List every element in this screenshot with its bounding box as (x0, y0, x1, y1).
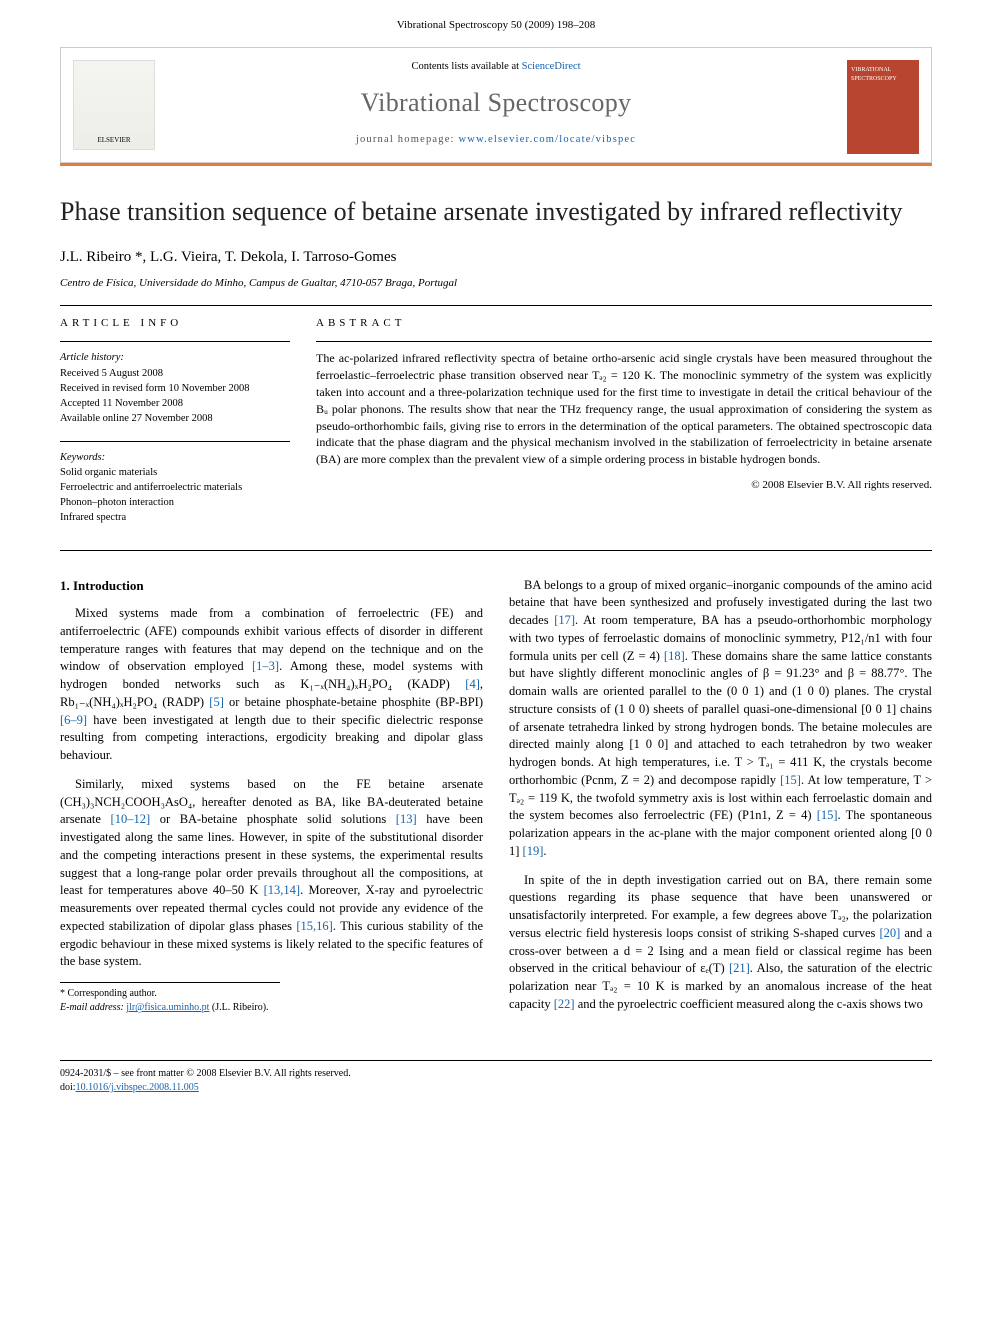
doi-label: doi: (60, 1082, 76, 1093)
journal-cover-text: VIBRATIONAL SPECTROSCOPY (851, 67, 897, 81)
article-history-block: Article history: Received 5 August 2008 … (60, 350, 290, 426)
article-title: Phase transition sequence of betaine ars… (60, 196, 932, 229)
corr-email-line: E-mail address: jlr@fisica.uminho.pt (J.… (60, 1001, 280, 1015)
article-info-column: ARTICLE INFO Article history: Received 5… (60, 316, 290, 540)
paragraph: Mixed systems made from a combination of… (60, 605, 483, 765)
keyword: Phonon–photon interaction (60, 495, 290, 510)
info-abstract-row: ARTICLE INFO Article history: Received 5… (60, 316, 932, 540)
keywords-block: Keywords: Solid organic materials Ferroe… (60, 450, 290, 526)
corr-author-line: * Corresponding author. (60, 987, 280, 1001)
corresponding-footnote: * Corresponding author. E-mail address: … (60, 982, 280, 1015)
elsevier-logo-text: ELSEVIER (97, 136, 130, 146)
journal-name: Vibrational Spectroscopy (181, 85, 811, 121)
history-line: Available online 27 November 2008 (60, 411, 290, 426)
keyword: Ferroelectric and antiferroelectric mate… (60, 480, 290, 495)
keywords-label: Keywords: (60, 450, 290, 465)
abstract-copyright: © 2008 Elsevier B.V. All rights reserved… (316, 478, 932, 493)
doi-line: doi:10.1016/j.vibspec.2008.11.005 (60, 1081, 351, 1095)
homepage-link[interactable]: www.elsevier.com/locate/vibspec (459, 134, 637, 145)
doi-link[interactable]: 10.1016/j.vibspec.2008.11.005 (76, 1082, 199, 1093)
abstract-head: ABSTRACT (316, 316, 932, 331)
history-line: Received in revised form 10 November 200… (60, 381, 290, 396)
homepage-prefix: journal homepage: (356, 134, 459, 145)
affiliation: Centro de Física, Universidade do Minho,… (60, 276, 932, 291)
elsevier-logo: ELSEVIER (73, 60, 155, 150)
history-label: Article history: (60, 350, 290, 365)
article-body: Phase transition sequence of betaine ars… (0, 166, 992, 1042)
email-label: E-mail address: (60, 1002, 126, 1013)
paragraph: BA belongs to a group of mixed organic–i… (509, 577, 932, 861)
contents-available-line: Contents lists available at ScienceDirec… (181, 60, 811, 75)
history-line: Received 5 August 2008 (60, 366, 290, 381)
journal-cover-thumb: VIBRATIONAL SPECTROSCOPY (847, 60, 919, 154)
rule-below-info (60, 550, 932, 551)
sciencedirect-link[interactable]: ScienceDirect (522, 61, 581, 72)
running-head: Vibrational Spectroscopy 50 (2009) 198–2… (0, 0, 992, 41)
article-info-head: ARTICLE INFO (60, 316, 290, 331)
section-1-head: 1. Introduction (60, 577, 483, 595)
contents-prefix: Contents lists available at (411, 61, 521, 72)
page-footer: 0924-2031/$ – see front matter © 2008 El… (60, 1060, 932, 1095)
homepage-line: journal homepage: www.elsevier.com/locat… (181, 133, 811, 148)
keyword: Solid organic materials (60, 465, 290, 480)
authors: J.L. Ribeiro *, L.G. Vieira, T. Dekola, … (60, 247, 932, 268)
abstract-rule (316, 341, 932, 342)
abstract-text: The ac-polarized infrared reflectivity s… (316, 350, 932, 468)
front-matter-line: 0924-2031/$ – see front matter © 2008 El… (60, 1067, 351, 1081)
paragraph: In spite of the in depth investigation c… (509, 872, 932, 1014)
footer-left: 0924-2031/$ – see front matter © 2008 El… (60, 1067, 351, 1095)
keyword: Infrared spectra (60, 510, 290, 525)
paragraph: Similarly, mixed systems based on the FE… (60, 776, 483, 971)
contents-box: ELSEVIER VIBRATIONAL SPECTROSCOPY Conten… (60, 47, 932, 163)
rule-above-info (60, 305, 932, 306)
corr-email-link[interactable]: jlr@fisica.uminho.pt (126, 1002, 209, 1013)
abstract-column: ABSTRACT The ac-polarized infrared refle… (316, 316, 932, 540)
info-rule-2 (60, 441, 290, 442)
body-columns: 1. Introduction Mixed systems made from … (60, 577, 932, 1022)
email-suffix: (J.L. Ribeiro). (209, 1002, 268, 1013)
info-rule (60, 341, 290, 342)
history-line: Accepted 11 November 2008 (60, 396, 290, 411)
